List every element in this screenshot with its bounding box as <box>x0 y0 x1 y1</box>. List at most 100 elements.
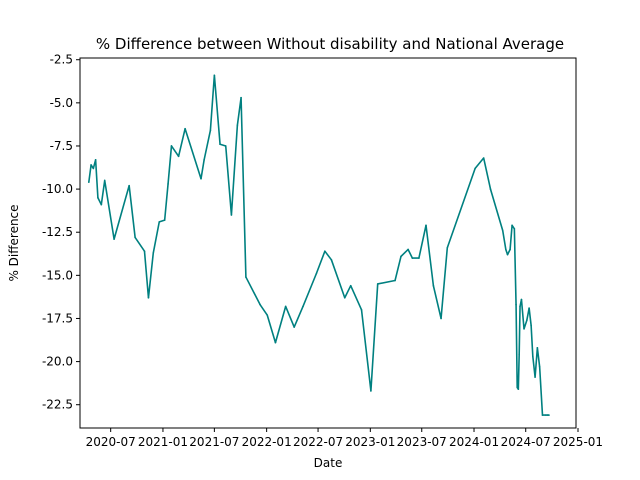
data-point <box>343 296 346 299</box>
data-point <box>200 177 202 180</box>
data-point <box>152 252 155 254</box>
data-point <box>90 164 92 166</box>
data-point <box>515 303 517 306</box>
data-point <box>224 145 227 147</box>
data-point <box>425 224 427 227</box>
y-tick-label: -5.0 <box>50 96 73 110</box>
data-point <box>501 229 504 232</box>
data-point <box>541 414 544 416</box>
data-point <box>526 319 528 321</box>
x-tick-label: 2020-07 <box>86 435 136 449</box>
data-point <box>143 250 146 252</box>
data-point <box>167 183 169 185</box>
data-point <box>376 283 379 285</box>
data-point <box>88 181 90 183</box>
data-point <box>511 224 513 227</box>
y-tick-label: -7.5 <box>50 139 73 153</box>
data-point <box>407 248 409 251</box>
x-tick-label: 2024-07 <box>501 435 551 449</box>
data-point <box>213 74 216 77</box>
x-tick-label: 2024-01 <box>449 435 499 449</box>
data-point <box>532 355 534 358</box>
data-point <box>97 196 99 199</box>
data-point <box>240 96 242 99</box>
y-axis: -22.5 -20.0 -17.5 -15.0 -12.5 -10.0 -7.5 -5.0 -2… <box>42 53 80 412</box>
data-point <box>418 257 420 259</box>
x-tick-label: 2021-01 <box>138 435 188 449</box>
data-point <box>370 390 372 392</box>
data-point <box>534 376 536 378</box>
y-tick-label: -2.5 <box>50 53 73 67</box>
data-point <box>489 188 492 190</box>
y-tick-label: -20.0 <box>42 355 73 369</box>
data-point <box>520 298 523 301</box>
data-point <box>528 307 530 309</box>
data-point <box>538 365 541 368</box>
data-point <box>360 309 363 311</box>
data-point <box>315 272 318 275</box>
data-point <box>163 219 166 221</box>
x-tick-label: 2022-01 <box>242 435 292 449</box>
data-point <box>128 184 130 187</box>
data-point <box>536 346 539 349</box>
data-point <box>548 414 550 416</box>
y-tick-label: -17.5 <box>42 311 73 325</box>
data-point <box>349 284 352 287</box>
data-point <box>209 129 212 132</box>
data-point <box>94 158 97 161</box>
data-point <box>518 353 520 356</box>
data-point <box>274 341 277 344</box>
y-tick-label: -10.0 <box>42 182 73 196</box>
data-point <box>446 246 449 249</box>
x-axis-label: Date <box>314 456 343 470</box>
data-point <box>158 221 161 223</box>
data-point <box>523 328 525 330</box>
data-point <box>147 296 150 299</box>
data-point <box>519 305 521 308</box>
data-point <box>545 414 547 416</box>
y-tick-label: -12.5 <box>42 225 73 239</box>
axes-frame <box>79 57 577 429</box>
data-point <box>546 414 549 416</box>
data-point <box>509 248 511 251</box>
y-tick-label: -15.0 <box>42 268 73 282</box>
data-point <box>92 167 95 170</box>
data-point <box>259 303 261 306</box>
x-tick-label: 2022-07 <box>293 435 343 449</box>
data-point <box>245 276 247 278</box>
data-point <box>230 214 233 216</box>
y-tick-label: -22.5 <box>42 398 73 412</box>
data-point <box>506 253 509 256</box>
plot-area <box>88 74 550 416</box>
data-point <box>324 250 326 252</box>
x-tick-label: 2023-07 <box>397 435 447 449</box>
x-tick-label: 2025-01 <box>553 435 603 449</box>
data-point <box>482 157 485 159</box>
data-point <box>302 305 304 308</box>
data-point <box>513 227 516 230</box>
data-point <box>100 203 103 206</box>
chart-title: % Difference between Without disability … <box>96 35 564 53</box>
x-tick-label: 2021-07 <box>189 435 239 449</box>
data-point <box>517 388 520 390</box>
data-point <box>530 324 532 327</box>
data-point <box>184 127 186 130</box>
data-point <box>219 143 221 146</box>
data-point <box>177 155 180 158</box>
data-point <box>293 326 295 328</box>
x-axis: 2020-07 2021-01 2021-07 2022-01 2022-07 2023-… <box>86 428 603 449</box>
data-point <box>411 257 414 259</box>
data-point <box>432 284 435 287</box>
data-point <box>516 386 518 389</box>
data-point <box>400 255 402 258</box>
data-point <box>134 236 136 239</box>
data-point <box>394 279 396 282</box>
data-point <box>474 167 476 170</box>
data-point <box>266 314 269 316</box>
x-tick-label: 2023-01 <box>345 435 395 449</box>
data-point <box>103 179 106 182</box>
data-point <box>236 124 239 127</box>
data-point <box>203 158 205 161</box>
data-point <box>505 248 507 251</box>
